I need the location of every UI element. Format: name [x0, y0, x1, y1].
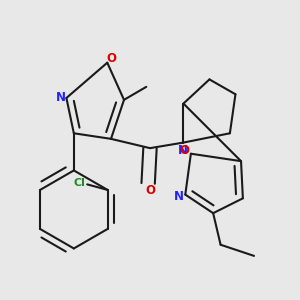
Text: N: N: [174, 190, 184, 203]
Text: N: N: [56, 91, 65, 104]
Text: Cl: Cl: [73, 178, 85, 188]
Text: O: O: [107, 52, 117, 65]
Text: N: N: [178, 143, 188, 157]
Text: O: O: [145, 184, 155, 196]
Text: O: O: [179, 143, 189, 157]
